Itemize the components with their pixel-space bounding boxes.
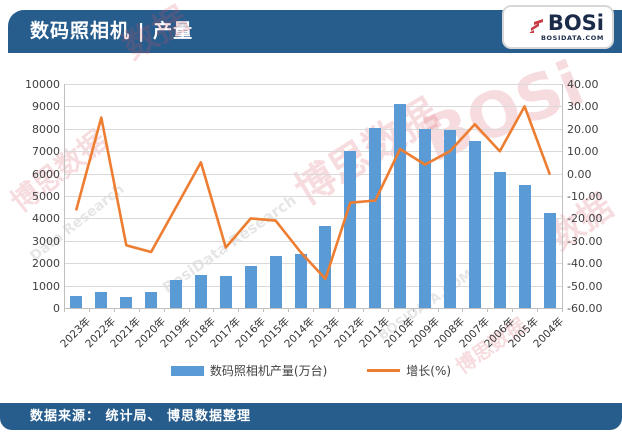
left-axis-tick-label: 5000 bbox=[32, 190, 60, 203]
gridline bbox=[64, 218, 562, 220]
production-bar bbox=[170, 280, 183, 308]
growth-line bbox=[75, 105, 551, 281]
x-axis-tick bbox=[313, 308, 314, 312]
left-axis-tick-label: 0 bbox=[53, 302, 60, 315]
production-bar bbox=[219, 276, 232, 308]
left-axis-tick-label: 6000 bbox=[32, 167, 60, 181]
production-bar bbox=[269, 255, 282, 308]
production-bar bbox=[244, 265, 257, 308]
logo-row: BOSi bbox=[528, 10, 604, 35]
left-axis-tick-label: 2000 bbox=[32, 257, 60, 271]
left-axis-line bbox=[64, 84, 65, 308]
right-axis-line bbox=[562, 84, 563, 308]
gridline bbox=[64, 240, 562, 242]
gridline bbox=[64, 151, 562, 153]
production-bar bbox=[493, 172, 506, 308]
x-axis-tick bbox=[238, 308, 240, 312]
production-bar bbox=[319, 226, 332, 308]
right-axis-tick-label: -10.00 bbox=[567, 190, 603, 203]
logo-name: BOSi bbox=[547, 10, 604, 35]
x-axis-tick bbox=[387, 308, 389, 312]
right-axis-tick-label: 20.00 bbox=[567, 122, 599, 136]
right-axis-tick-label: 0.00 bbox=[567, 167, 592, 181]
x-axis-tick bbox=[163, 308, 165, 312]
legend-item-growth: 增长(%) bbox=[367, 362, 451, 379]
right-axis-tick-label: -20.00 bbox=[567, 212, 603, 226]
production-bar bbox=[468, 141, 481, 308]
legend-item-production: 数码照相机产量(万台) bbox=[170, 362, 328, 379]
gridline bbox=[64, 84, 562, 85]
left-axis-tick-label: 4000 bbox=[32, 212, 60, 226]
x-axis-tick bbox=[537, 308, 539, 312]
x-axis-tick bbox=[512, 308, 514, 312]
right-axis-tick-label: 40.00 bbox=[567, 78, 599, 91]
left-axis-tick-label: 7000 bbox=[32, 145, 60, 159]
production-bar bbox=[145, 291, 158, 308]
header-bar: 数码照相机 | 产量 BOSi BOSIDATA.COM bbox=[8, 5, 622, 53]
production-bar bbox=[543, 213, 556, 308]
x-axis-tick bbox=[88, 308, 90, 312]
legend: 数码照相机产量(万台) 增长(%) bbox=[0, 362, 622, 379]
production-bar bbox=[518, 185, 531, 308]
x-axis-tick bbox=[462, 308, 464, 312]
x-axis-tick bbox=[263, 308, 265, 312]
legend-label: 增长(%) bbox=[406, 364, 452, 378]
left-axis-tick-label: 9000 bbox=[32, 100, 60, 114]
gridline bbox=[64, 173, 562, 175]
gridline bbox=[64, 196, 562, 197]
x-axis-tick bbox=[562, 308, 563, 312]
production-bar bbox=[443, 130, 456, 308]
right-axis-tick-label: -60.00 bbox=[567, 302, 603, 315]
right-axis-tick-label: -40.00 bbox=[567, 257, 603, 271]
left-axis-tick-label: 8000 bbox=[32, 122, 60, 136]
left-axis-tick-label: 10000 bbox=[25, 78, 60, 91]
production-bar bbox=[194, 274, 207, 308]
x-axis-tick bbox=[412, 308, 414, 312]
production-bar bbox=[369, 127, 382, 308]
legend-label: 数码照相机产量(万台) bbox=[209, 364, 328, 378]
right-axis-tick-label: -30.00 bbox=[567, 234, 603, 248]
legend-bar-swatch bbox=[170, 365, 204, 376]
right-axis-tick-label: 30.00 bbox=[567, 100, 599, 114]
x-axis-tick bbox=[188, 308, 190, 312]
x-axis-tick bbox=[487, 308, 489, 312]
x-axis-tick bbox=[362, 308, 364, 312]
production-bar bbox=[294, 254, 307, 308]
production-bar bbox=[344, 151, 357, 308]
legend-line-swatch bbox=[367, 369, 401, 372]
production-bar bbox=[120, 297, 133, 308]
right-axis-tick-label: -50.00 bbox=[567, 279, 603, 293]
logo-flag-icon bbox=[528, 18, 543, 33]
source-text: 数据来源： 统计局、 博思数据整理 bbox=[30, 409, 252, 424]
logo-domain: BOSIDATA.COM bbox=[540, 33, 604, 42]
left-axis-tick-label: 1000 bbox=[32, 279, 60, 293]
x-axis-tick bbox=[213, 308, 215, 312]
production-bar bbox=[70, 295, 83, 308]
production-bar bbox=[95, 291, 108, 308]
x-axis-tick bbox=[288, 308, 290, 312]
x-axis-tick bbox=[64, 308, 65, 312]
x-axis-tick bbox=[437, 308, 439, 312]
bosi-logo: BOSi BOSIDATA.COM bbox=[502, 5, 614, 49]
gridline bbox=[64, 106, 562, 108]
x-axis-tick bbox=[337, 308, 339, 312]
gridline bbox=[64, 128, 562, 130]
gridline bbox=[64, 285, 562, 287]
chart-title: 数码照相机 | 产量 bbox=[30, 20, 194, 42]
source-bar: 数据来源： 统计局、 博思数据整理 bbox=[0, 403, 622, 430]
right-axis-tick-label: 10.00 bbox=[567, 145, 599, 159]
production-bar bbox=[419, 128, 432, 308]
left-axis-tick-label: 3000 bbox=[32, 234, 60, 248]
x-axis-tick bbox=[138, 308, 140, 312]
x-axis-tick bbox=[113, 308, 115, 312]
